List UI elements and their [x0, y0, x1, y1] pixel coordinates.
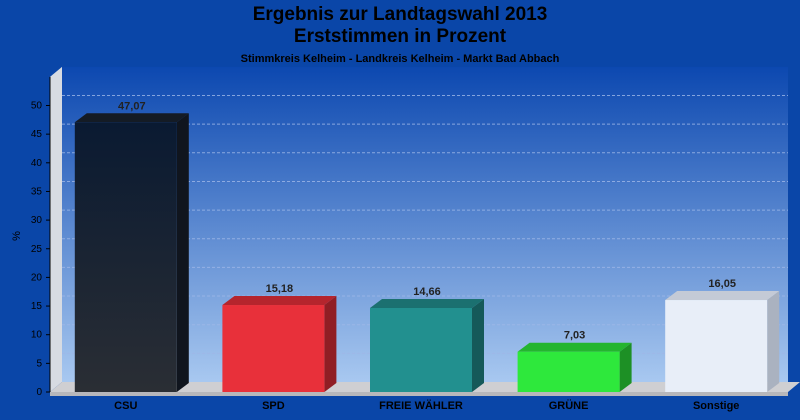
chart-titles: Ergebnis zur Landtagswahl 2013 Erststimm…	[0, 0, 800, 66]
bar-side-3	[619, 342, 632, 392]
y-tick-label: 50	[31, 101, 43, 112]
value-label-0: 47,07	[118, 100, 146, 112]
bar-top-2	[370, 298, 484, 308]
value-label-4: 16,05	[708, 278, 736, 290]
value-label-3: 7,03	[564, 330, 585, 342]
y-tick-label: 30	[31, 215, 43, 226]
bar-top-3	[517, 342, 632, 352]
floor-edge	[50, 392, 788, 396]
chart-subtitle: Stimmkreis Kelheim - Landkreis Kelheim -…	[240, 53, 560, 65]
category-label-0: CSU	[114, 400, 137, 412]
value-label-1: 15,18	[266, 283, 294, 295]
y-tick-label: 40	[31, 158, 43, 169]
y-tick-label: 35	[31, 186, 43, 197]
left-wall	[50, 66, 62, 392]
y-tick-label: 20	[31, 272, 43, 283]
y-tick-label: 10	[31, 330, 43, 341]
y-axis-label: %	[11, 231, 23, 241]
bar-3	[517, 351, 620, 392]
value-label-2: 14,66	[413, 286, 441, 298]
bar-top-4	[665, 291, 780, 301]
category-label-2: FREIE WÄHLER	[379, 399, 463, 412]
chart-title-line2: Erststimmen in Prozent	[293, 26, 507, 47]
bar-top-0	[74, 113, 189, 123]
bar-side-4	[767, 291, 780, 392]
y-tick-label: 45	[31, 129, 43, 140]
bar-side-1	[324, 296, 337, 392]
bar-side-2	[472, 298, 484, 392]
y-tick-label: 25	[31, 244, 43, 255]
y-tick-label: 0	[36, 387, 42, 398]
category-label-1: SPD	[262, 400, 285, 412]
bar-1	[222, 305, 325, 392]
category-label-4: Sonstige	[693, 400, 739, 412]
bar-0	[74, 122, 177, 392]
bar-2	[370, 307, 472, 392]
plot-area: 0 5 10 15 20 25 30 35 40 45 50 47,07 CSU 15,18 SPD 14,6…	[31, 66, 800, 412]
bar-top-1	[222, 296, 337, 306]
y-tick-label: 15	[31, 301, 43, 312]
y-tick-label: 5	[36, 358, 42, 369]
bar-4	[665, 300, 768, 392]
chart-title: Ergebnis zur Landtagswahl 2013	[252, 4, 548, 25]
category-label-3: GRÜNE	[549, 399, 589, 412]
bar-side-0	[176, 113, 189, 392]
